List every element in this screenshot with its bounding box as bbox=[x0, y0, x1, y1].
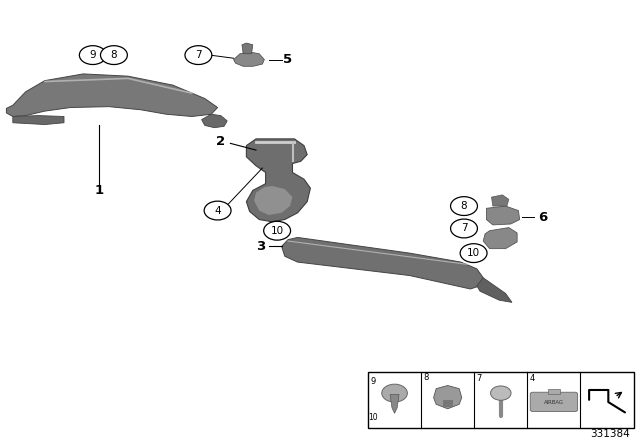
Polygon shape bbox=[483, 228, 517, 249]
Circle shape bbox=[100, 46, 127, 65]
Circle shape bbox=[460, 244, 487, 263]
Polygon shape bbox=[548, 389, 561, 394]
Polygon shape bbox=[246, 139, 310, 222]
Text: 8: 8 bbox=[111, 50, 117, 60]
Text: AIRBAG: AIRBAG bbox=[544, 400, 564, 405]
Text: 4: 4 bbox=[530, 374, 535, 383]
Circle shape bbox=[490, 386, 511, 401]
Text: 8: 8 bbox=[424, 373, 429, 382]
Text: 10: 10 bbox=[368, 413, 378, 422]
Text: 7: 7 bbox=[477, 374, 482, 383]
Polygon shape bbox=[433, 385, 461, 409]
Text: 2: 2 bbox=[216, 134, 225, 148]
Text: 9: 9 bbox=[90, 50, 96, 60]
Polygon shape bbox=[234, 52, 264, 66]
Text: 331384: 331384 bbox=[591, 429, 630, 439]
Polygon shape bbox=[282, 237, 483, 289]
Circle shape bbox=[381, 384, 407, 402]
Polygon shape bbox=[254, 186, 292, 215]
Polygon shape bbox=[492, 195, 509, 206]
Polygon shape bbox=[486, 206, 520, 225]
Text: 1: 1 bbox=[95, 184, 104, 197]
Polygon shape bbox=[477, 278, 512, 302]
Circle shape bbox=[264, 221, 291, 240]
Polygon shape bbox=[242, 43, 253, 54]
Text: 3: 3 bbox=[257, 240, 266, 253]
Polygon shape bbox=[13, 116, 64, 125]
FancyBboxPatch shape bbox=[530, 392, 577, 411]
Text: 10: 10 bbox=[467, 248, 480, 258]
Polygon shape bbox=[202, 114, 227, 128]
Circle shape bbox=[451, 219, 477, 238]
Text: 9: 9 bbox=[371, 377, 376, 386]
Bar bbox=[368, 372, 634, 428]
Circle shape bbox=[79, 46, 106, 65]
Text: 7: 7 bbox=[461, 224, 467, 233]
Polygon shape bbox=[6, 74, 218, 116]
Circle shape bbox=[204, 201, 231, 220]
Circle shape bbox=[185, 46, 212, 65]
Text: 10: 10 bbox=[271, 226, 284, 236]
Text: 4: 4 bbox=[214, 206, 221, 215]
Circle shape bbox=[451, 197, 477, 215]
Text: 5: 5 bbox=[284, 53, 292, 66]
Text: 8: 8 bbox=[461, 201, 467, 211]
Text: 6: 6 bbox=[538, 211, 547, 224]
Text: 7: 7 bbox=[195, 50, 202, 60]
Polygon shape bbox=[443, 400, 453, 407]
Polygon shape bbox=[390, 395, 399, 413]
